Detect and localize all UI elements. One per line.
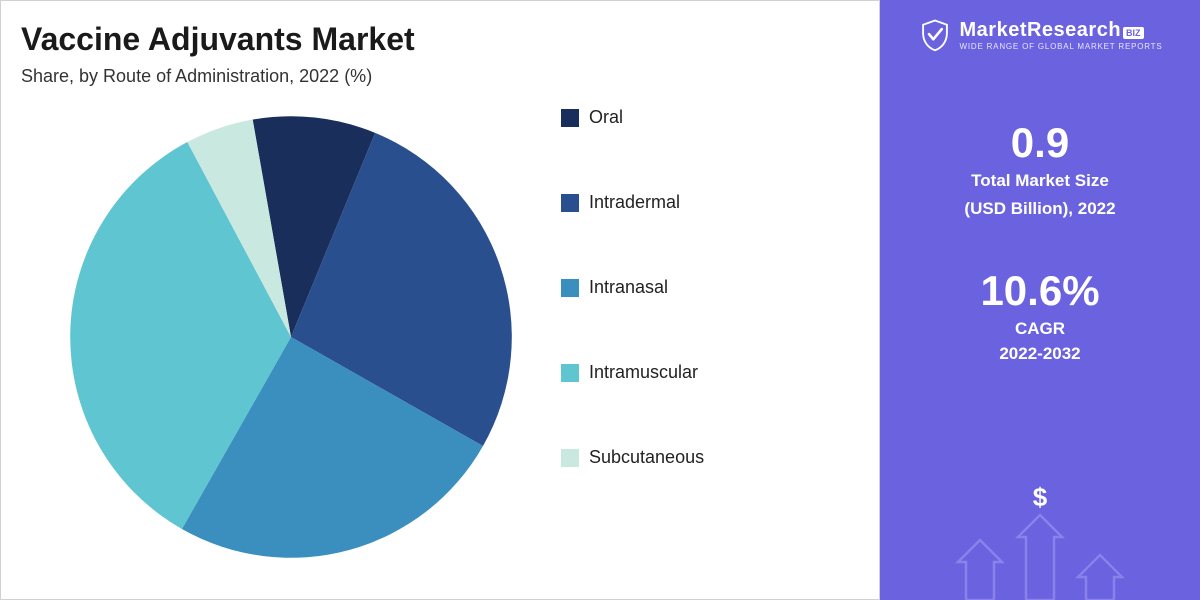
stat-cagr: 10.6% CAGR 2022-2032 bbox=[980, 270, 1099, 364]
legend-label: Oral bbox=[589, 107, 623, 128]
legend-item: Subcutaneous bbox=[561, 447, 704, 468]
legend-swatch bbox=[561, 279, 579, 297]
legend-label: Intramuscular bbox=[589, 362, 698, 383]
shield-check-icon bbox=[918, 18, 952, 52]
growth-arrows-icon: $ bbox=[930, 480, 1150, 600]
legend-label: Intradermal bbox=[589, 192, 680, 213]
up-arrow-icon bbox=[958, 540, 1002, 600]
main-chart-panel: Vaccine Adjuvants Market Share, by Route… bbox=[0, 0, 880, 600]
brand-logo: MarketResearchBIZ WIDE RANGE OF GLOBAL M… bbox=[918, 18, 1163, 52]
up-arrow-icon bbox=[1078, 555, 1122, 600]
legend-swatch bbox=[561, 109, 579, 127]
legend-label: Subcutaneous bbox=[589, 447, 704, 468]
legend: Oral Intradermal Intranasal Intramuscular Su… bbox=[561, 97, 704, 468]
stat-label-sub: 2022-2032 bbox=[980, 344, 1099, 364]
pie-chart bbox=[61, 107, 521, 567]
chart-subtitle: Share, by Route of Administration, 2022 … bbox=[21, 66, 859, 87]
stat-value: 10.6% bbox=[980, 270, 1099, 312]
up-arrow-icon bbox=[1018, 515, 1062, 600]
legend-item: Intranasal bbox=[561, 277, 704, 298]
stat-label: Total Market Size bbox=[964, 170, 1115, 192]
legend-swatch bbox=[561, 364, 579, 382]
legend-item: Intradermal bbox=[561, 192, 704, 213]
legend-label: Intranasal bbox=[589, 277, 668, 298]
stats-side-panel: MarketResearchBIZ WIDE RANGE OF GLOBAL M… bbox=[880, 0, 1200, 600]
brand-name: MarketResearch bbox=[960, 19, 1122, 41]
page-title: Vaccine Adjuvants Market bbox=[21, 21, 859, 58]
dollar-icon: $ bbox=[1033, 482, 1048, 512]
legend-swatch bbox=[561, 449, 579, 467]
legend-item: Intramuscular bbox=[561, 362, 704, 383]
brand-badge: BIZ bbox=[1123, 27, 1144, 39]
stat-label: CAGR bbox=[980, 318, 1099, 340]
stat-label-sub: (USD Billion), 2022 bbox=[964, 198, 1115, 220]
brand-text: MarketResearchBIZ WIDE RANGE OF GLOBAL M… bbox=[960, 20, 1163, 51]
legend-item: Oral bbox=[561, 107, 704, 128]
chart-area: Oral Intradermal Intranasal Intramuscular Su… bbox=[21, 97, 859, 577]
stat-market-size: 0.9 Total Market Size (USD Billion), 202… bbox=[964, 122, 1115, 220]
stat-value: 0.9 bbox=[964, 122, 1115, 164]
brand-tagline: WIDE RANGE OF GLOBAL MARKET REPORTS bbox=[960, 43, 1163, 51]
pie-wrapper bbox=[21, 97, 561, 577]
legend-swatch bbox=[561, 194, 579, 212]
